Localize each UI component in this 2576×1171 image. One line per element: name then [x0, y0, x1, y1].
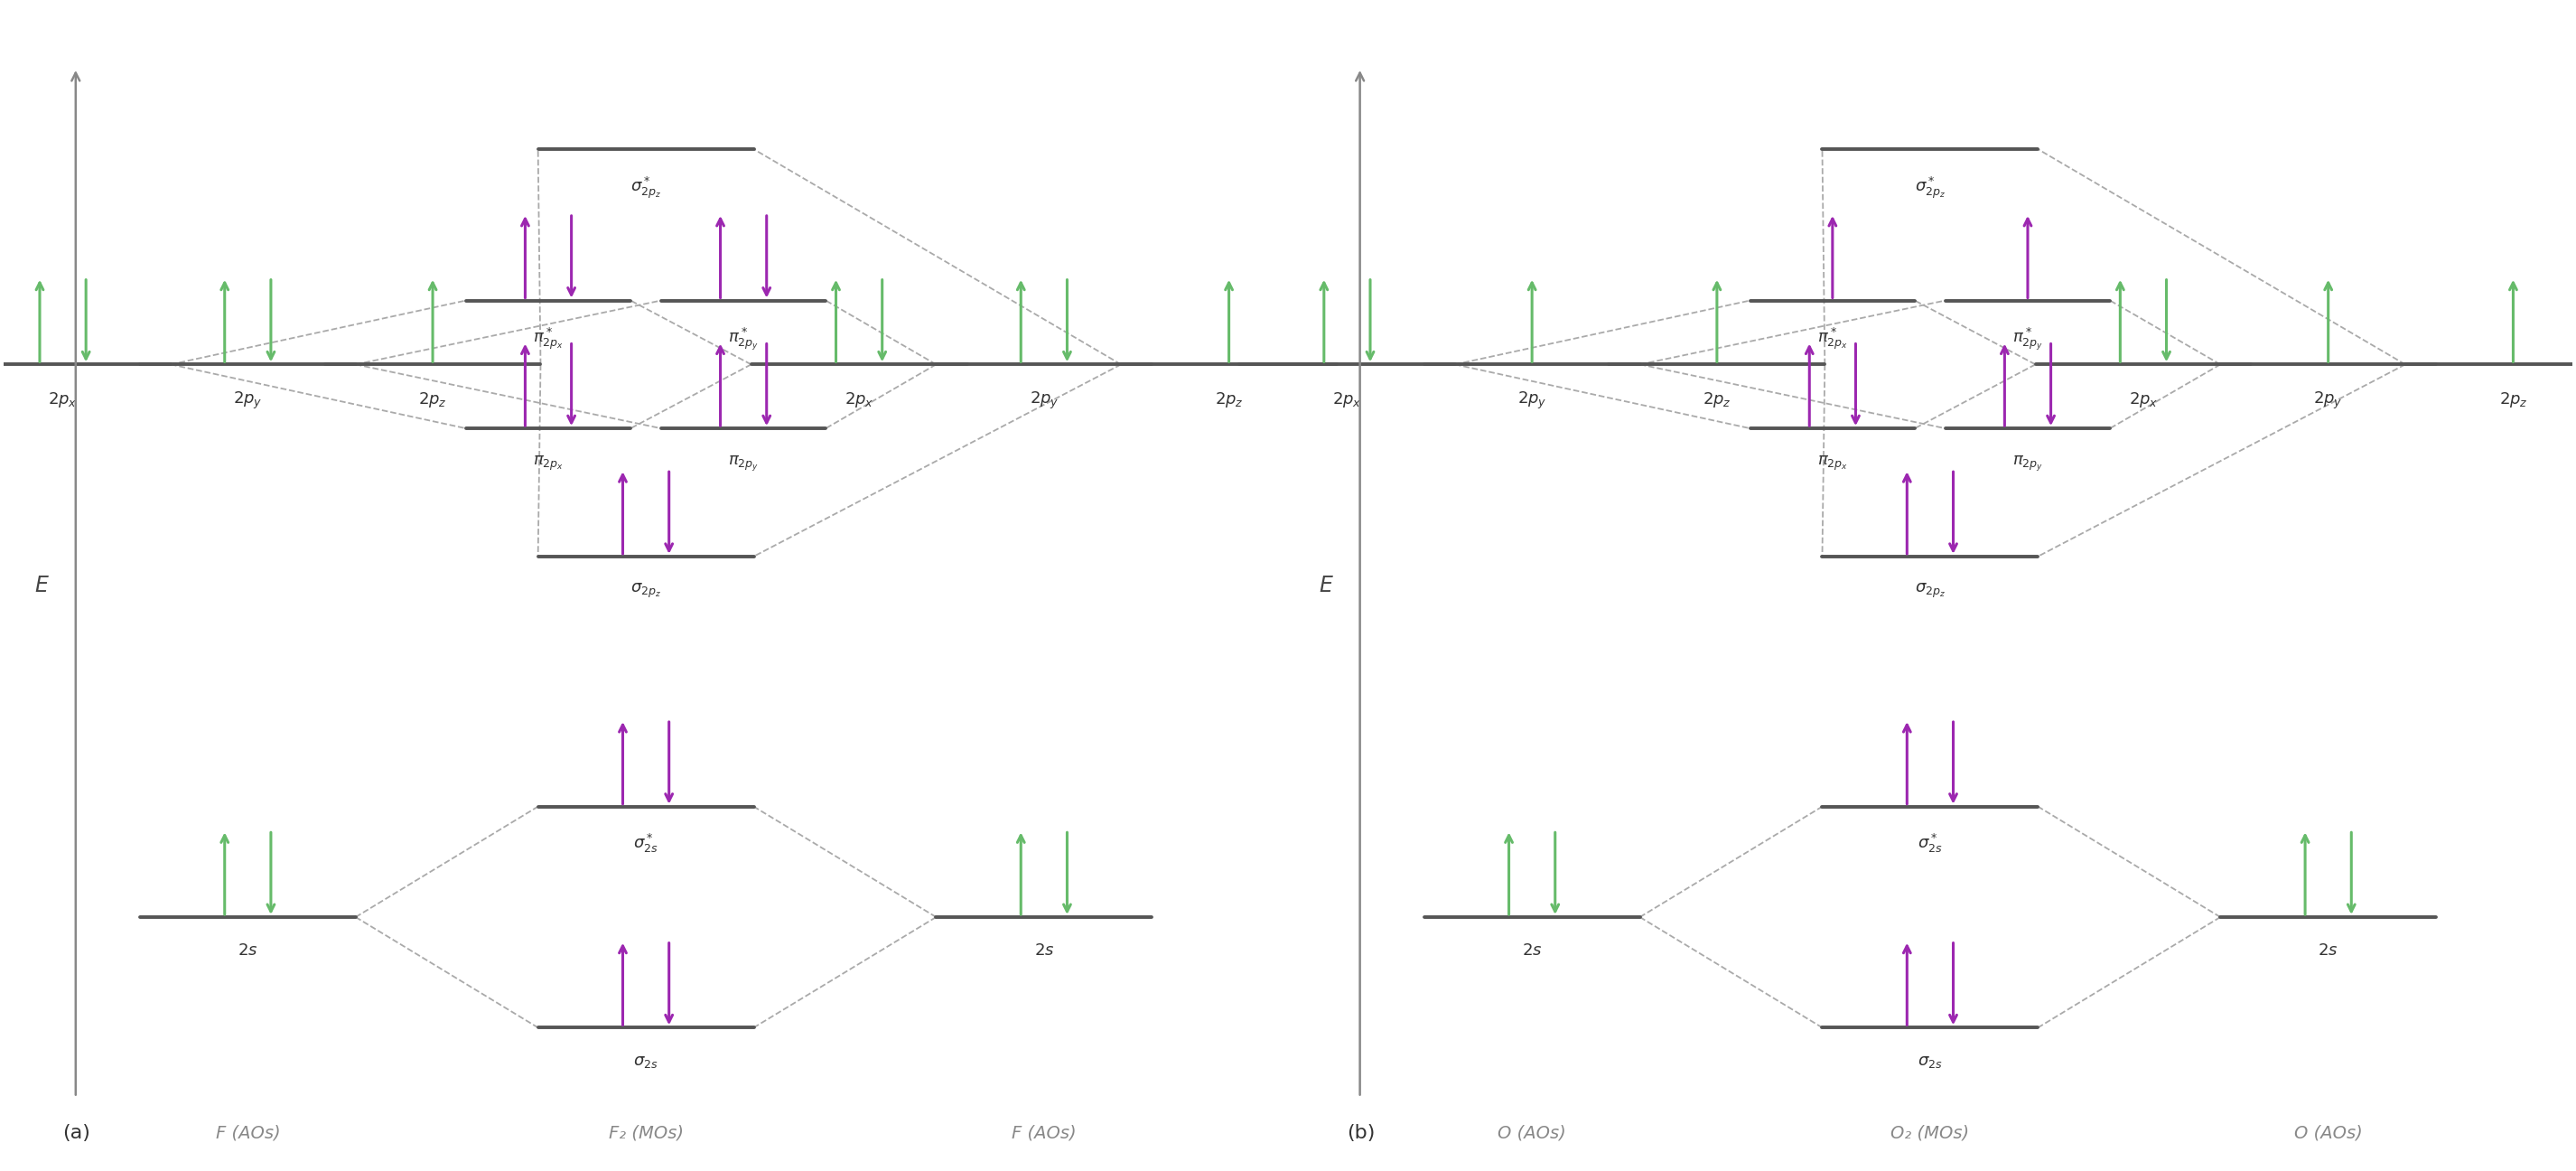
Text: (b): (b): [1347, 1123, 1376, 1142]
Text: $2s$: $2s$: [1033, 943, 1054, 959]
Text: $\sigma^*_{2p_z}$: $\sigma^*_{2p_z}$: [631, 174, 662, 200]
Text: $2p_y$: $2p_y$: [232, 390, 263, 411]
Text: $2p_z$: $2p_z$: [2499, 390, 2527, 409]
Text: $2s$: $2s$: [2318, 943, 2339, 959]
Text: $\pi^*_{2p_y}$: $\pi^*_{2p_y}$: [2012, 326, 2043, 352]
Text: $\pi^*_{2p_y}$: $\pi^*_{2p_y}$: [729, 326, 760, 352]
Text: $2p_x$: $2p_x$: [49, 390, 77, 409]
Text: $2p_z$: $2p_z$: [1216, 390, 1244, 409]
Text: $2p_x$: $2p_x$: [1332, 390, 1363, 409]
Text: $2p_y$: $2p_y$: [2313, 390, 2344, 411]
Text: $\sigma_{2s}$: $\sigma_{2s}$: [634, 1053, 659, 1069]
Text: $2p_y$: $2p_y$: [1030, 390, 1059, 411]
Text: $\pi_{2p_x}$: $\pi_{2p_x}$: [1816, 454, 1847, 472]
Text: $\sigma^*_{2s}$: $\sigma^*_{2s}$: [1917, 833, 1942, 855]
Text: $2p_z$: $2p_z$: [1703, 390, 1731, 409]
Text: $2s$: $2s$: [237, 943, 258, 959]
Text: F₂ (MOs): F₂ (MOs): [608, 1124, 683, 1142]
Text: (a): (a): [62, 1123, 90, 1142]
Text: $2p_x$: $2p_x$: [845, 390, 873, 409]
Text: $E$: $E$: [1319, 575, 1334, 596]
Text: $2p_x$: $2p_x$: [2128, 390, 2159, 409]
Text: $\sigma^*_{2p_z}$: $\sigma^*_{2p_z}$: [1914, 174, 1945, 200]
Text: $E$: $E$: [33, 575, 49, 596]
Text: $2s$: $2s$: [1522, 943, 1543, 959]
Text: $2p_y$: $2p_y$: [1517, 390, 1546, 411]
Text: $\pi_{2p_x}$: $\pi_{2p_x}$: [533, 454, 564, 472]
Text: F (AOs): F (AOs): [216, 1124, 281, 1142]
Text: F (AOs): F (AOs): [1012, 1124, 1077, 1142]
Text: O₂ (MOs): O₂ (MOs): [1891, 1124, 1971, 1142]
Text: $\sigma_{2p_z}$: $\sigma_{2p_z}$: [631, 582, 662, 601]
Text: $2p_z$: $2p_z$: [417, 390, 448, 409]
Text: $\pi^*_{2p_x}$: $\pi^*_{2p_x}$: [533, 326, 564, 351]
Text: $\sigma_{2p_z}$: $\sigma_{2p_z}$: [1914, 582, 1945, 601]
Text: $\pi_{2p_y}$: $\pi_{2p_y}$: [2012, 454, 2043, 473]
Text: $\sigma_{2s}$: $\sigma_{2s}$: [1917, 1053, 1942, 1069]
Text: O (AOs): O (AOs): [1497, 1124, 1566, 1142]
Text: $\pi^*_{2p_x}$: $\pi^*_{2p_x}$: [1816, 326, 1847, 351]
Text: O (AOs): O (AOs): [2295, 1124, 2362, 1142]
Text: $\sigma^*_{2s}$: $\sigma^*_{2s}$: [634, 833, 659, 855]
Text: $\pi_{2p_y}$: $\pi_{2p_y}$: [729, 454, 760, 473]
